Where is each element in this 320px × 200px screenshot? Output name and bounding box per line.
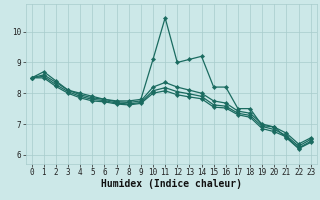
X-axis label: Humidex (Indice chaleur): Humidex (Indice chaleur) [101, 179, 242, 189]
